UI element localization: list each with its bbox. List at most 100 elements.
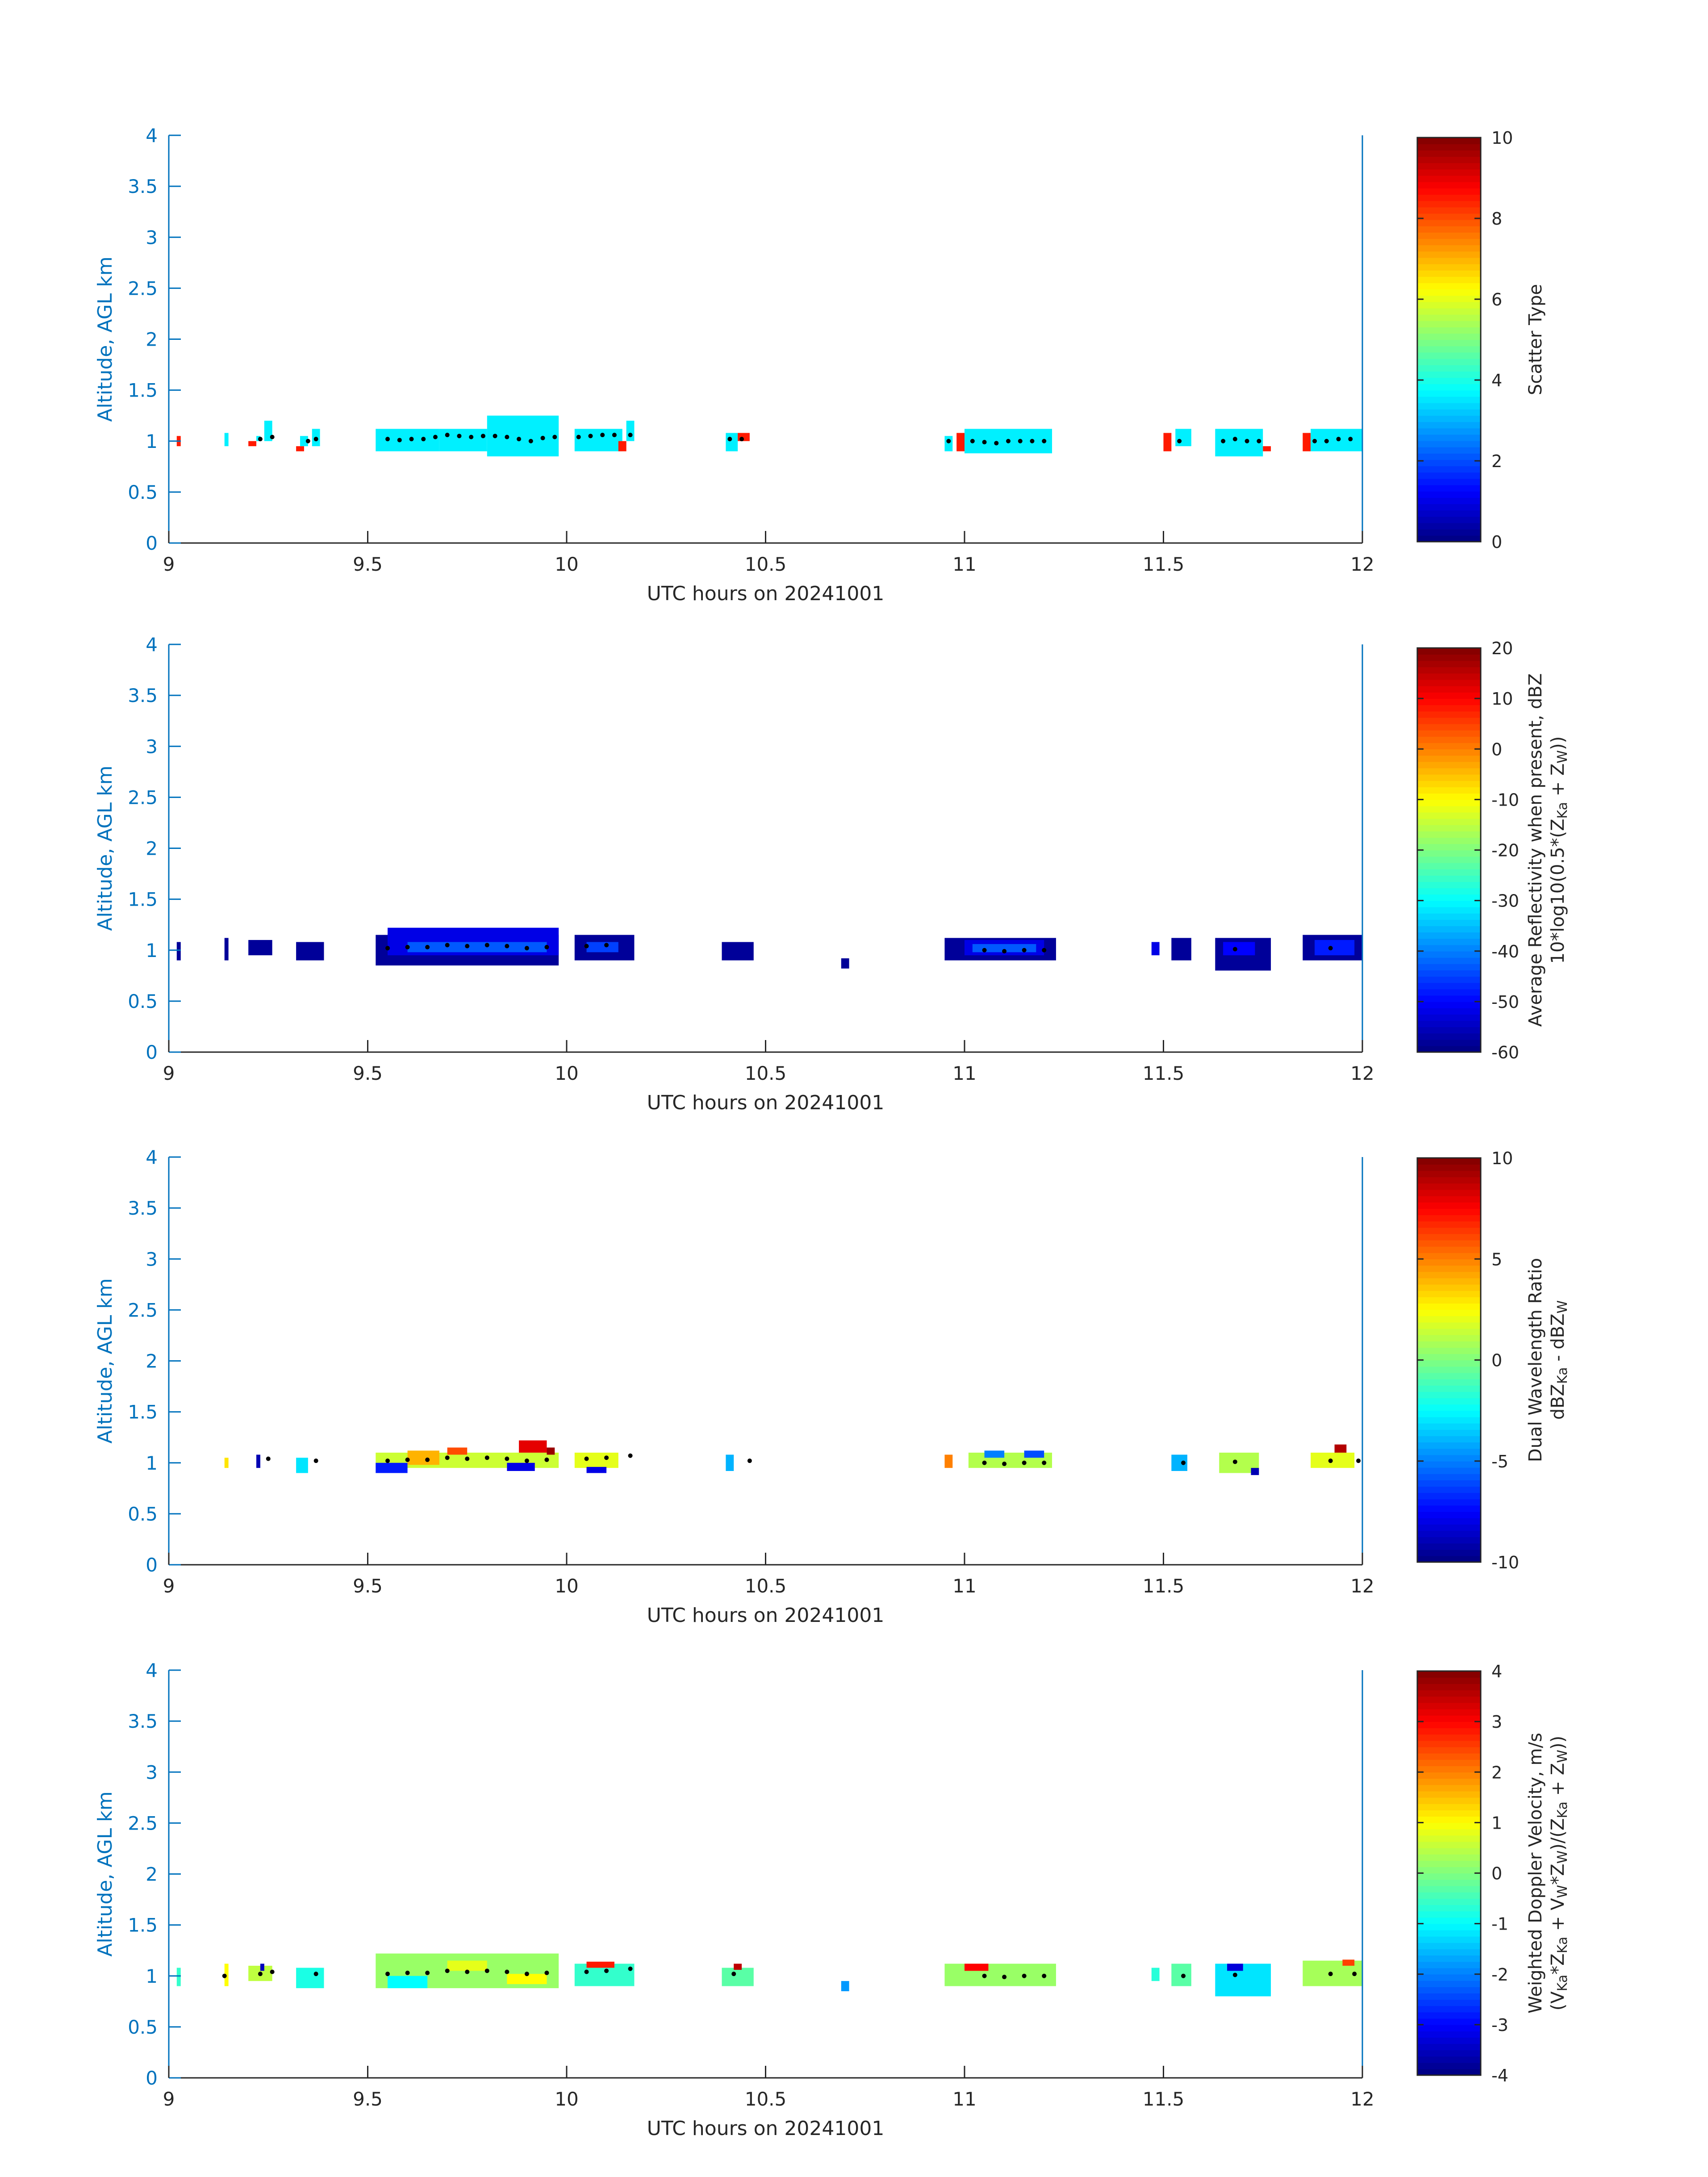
colorbar-swatch <box>1417 504 1481 511</box>
colorbar-label: Average Reflectivity when present, dBZ <box>1525 673 1546 1027</box>
colorbar-swatch <box>1417 491 1481 498</box>
colorbar-swatch <box>1417 1474 1481 1480</box>
colorbar-swatch <box>1417 1284 1481 1291</box>
colorbar-swatch <box>1417 1423 1481 1430</box>
heatmap-cell <box>956 433 965 451</box>
colorbar-label: Weighted Doppler Velocity, m/s <box>1525 1733 1546 2014</box>
colorbar-swatch <box>1417 938 1481 945</box>
data-point <box>484 1968 489 1973</box>
data-point <box>270 1969 275 1974</box>
heatmap-cell <box>376 429 439 451</box>
y-tick-label: 1 <box>146 1452 158 1474</box>
colorbar-swatch <box>1417 667 1481 674</box>
colorbar-tick-label: -60 <box>1491 1043 1519 1062</box>
data-point <box>266 1456 271 1461</box>
colorbar-swatch <box>1417 768 1481 775</box>
colorbar-label: dBZKa - dBZW <box>1548 1300 1570 1420</box>
colorbar: 0 2 4 6 8 10 Scatter Type <box>1416 128 1546 552</box>
data-point <box>421 437 426 442</box>
colorbar-swatch <box>1417 1039 1481 1046</box>
y-tick-label: 4 <box>146 125 158 146</box>
colorbar-swatch <box>1417 1728 1481 1735</box>
y-tick-label: 2 <box>146 1864 158 1885</box>
colorbar-swatch <box>1417 806 1481 813</box>
heatmap-cell <box>944 436 953 451</box>
colorbar-tick-label: -30 <box>1491 891 1519 911</box>
data-point <box>540 435 545 440</box>
heatmap-cells <box>176 928 1362 971</box>
x-tick-label: 10 <box>555 1575 578 1597</box>
colorbar-swatch <box>1417 1993 1481 2000</box>
data-point <box>445 1968 450 1973</box>
data-point <box>1324 439 1329 443</box>
x-tick-label: 11.5 <box>1143 553 1185 575</box>
colorbar-swatch <box>1417 2012 1481 2019</box>
colorbar-swatch <box>1417 365 1481 372</box>
heatmap-cell <box>487 415 559 456</box>
colorbar-swatch <box>1417 1987 1481 1993</box>
x-tick-label: 12 <box>1350 553 1374 575</box>
colorbar-swatch <box>1417 289 1481 296</box>
colorbar-swatch <box>1417 1372 1481 1379</box>
colorbar-tick-label: -10 <box>1491 790 1519 810</box>
heatmap-cell <box>547 1447 555 1455</box>
data-point <box>727 437 732 442</box>
colorbar-swatch <box>1417 660 1481 668</box>
colorbar-swatch <box>1417 1671 1481 1678</box>
colorbar-swatch <box>1417 1980 1481 1987</box>
data-point <box>445 943 450 948</box>
colorbar-swatch <box>1417 1461 1481 1468</box>
colorbar-swatch <box>1417 964 1481 970</box>
heatmap-cell <box>176 1968 181 1986</box>
data-point <box>258 437 263 442</box>
heatmap-cell <box>1315 940 1355 956</box>
colorbar-swatch <box>1417 333 1481 340</box>
colorbar-swatch <box>1417 1379 1481 1386</box>
colorbar-swatch <box>1417 396 1481 403</box>
colorbar-swatch <box>1417 1442 1481 1449</box>
colorbar-swatch <box>1417 2024 1481 2031</box>
colorbar-swatch <box>1417 1480 1481 1487</box>
data-point <box>385 437 390 442</box>
y-axis-label: Altitude, AGL km <box>94 256 117 422</box>
colorbar-swatch <box>1417 711 1481 718</box>
colorbar-swatch <box>1417 213 1481 220</box>
x-tick-label: 12 <box>1350 1062 1374 1084</box>
colorbar-swatch <box>1417 1784 1481 1792</box>
y-tick-label: 2 <box>146 329 158 351</box>
heatmap-cell <box>176 942 181 961</box>
colorbar-swatch <box>1417 1936 1481 1943</box>
data-point <box>1232 437 1237 442</box>
colorbar-swatch <box>1417 1347 1481 1354</box>
colorbar-swatch <box>1417 1822 1481 1830</box>
colorbar-swatch <box>1417 2006 1481 2013</box>
y-tick-label: 0 <box>146 1041 158 1063</box>
colorbar-tick-label: -40 <box>1491 942 1519 961</box>
colorbar-swatch <box>1417 1702 1481 1709</box>
colorbar-swatch <box>1417 1690 1481 1697</box>
colorbar-swatch <box>1417 982 1481 990</box>
heatmap-cell <box>1223 942 1255 956</box>
colorbar-swatch <box>1417 238 1481 246</box>
colorbar-swatch <box>1417 2062 1481 2069</box>
colorbar-swatch <box>1417 384 1481 391</box>
colorbar-swatch <box>1417 717 1481 724</box>
colorbar-swatch <box>1417 1753 1481 1760</box>
colorbar-swatch <box>1417 163 1481 170</box>
y-tick-label: 1 <box>146 940 158 961</box>
heatmap-cell <box>1311 429 1362 451</box>
y-tick-label: 3.5 <box>128 1197 158 1219</box>
colorbar-swatch <box>1417 824 1481 832</box>
heatmap-cell <box>407 1450 439 1465</box>
colorbar-swatch <box>1417 478 1481 485</box>
colorbar-swatch <box>1417 219 1481 226</box>
colorbar-swatch <box>1417 453 1481 460</box>
colorbar-swatch <box>1417 390 1481 397</box>
cloud-base-points <box>258 433 1353 446</box>
heatmap-cell <box>1171 1964 1191 1986</box>
x-tick-label: 12 <box>1350 1575 1374 1597</box>
colorbar-swatch <box>1417 1183 1481 1190</box>
data-point <box>445 1455 450 1460</box>
data-point <box>628 1453 633 1458</box>
x-axis-label: UTC hours on 20241001 <box>647 582 885 605</box>
